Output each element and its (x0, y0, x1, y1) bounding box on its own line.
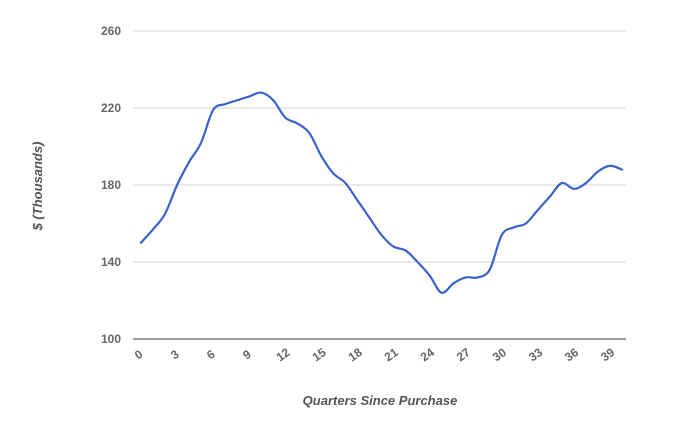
x-axis-ticks: 0 3 6 9 12 15 18 21 24 27 30 33 36 39 (132, 345, 617, 364)
x-tick-label: 15 (310, 345, 329, 364)
series-lines (139, 91, 624, 294)
gridlines (133, 30, 626, 340)
x-tick-label: 6 (204, 347, 218, 362)
x-tick-label: 18 (346, 345, 365, 364)
x-tick-label: 24 (418, 345, 437, 364)
y-axis-title: $ (Thousands) (30, 142, 45, 232)
x-tick-label: 21 (382, 345, 401, 364)
x-tick-label: 30 (490, 345, 509, 364)
x-tick-label: 3 (168, 347, 182, 362)
x-tick-label: 9 (240, 347, 254, 362)
x-tick-label: 0 (132, 347, 146, 362)
x-tick-label: 33 (526, 345, 545, 364)
x-tick-label: 12 (274, 345, 293, 364)
y-tick-label: 260 (101, 24, 121, 38)
series-line-0 (139, 91, 624, 294)
y-tick-label: 100 (101, 332, 121, 346)
y-tick-label: 140 (101, 255, 121, 269)
y-axis-ticks: 100 140 180 220 260 (101, 24, 121, 346)
x-tick-label: 39 (598, 345, 617, 364)
y-tick-label: 180 (101, 178, 121, 192)
x-axis-title: Quarters Since Purchase (303, 393, 458, 408)
y-tick-label: 220 (101, 101, 121, 115)
x-tick-label: 36 (562, 345, 581, 364)
x-tick-label: 27 (454, 345, 473, 364)
